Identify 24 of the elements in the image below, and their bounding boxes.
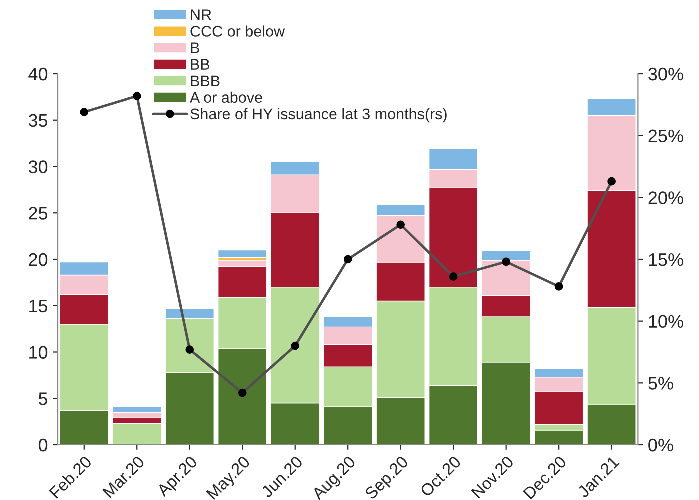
y2-tick-label: 20% <box>648 192 684 204</box>
y2-tick-label: 15% <box>649 254 684 266</box>
y-tick-label: 35 <box>28 114 48 128</box>
legend-label: CCC or below <box>190 26 286 37</box>
y-tick-label: 40 <box>28 68 48 81</box>
y-tick-label: 0 <box>38 438 48 452</box>
y2-tick-label: 30% <box>648 68 684 81</box>
y-tick-label: 15 <box>30 300 48 313</box>
legend-label: NR <box>191 10 212 20</box>
y2-tick-label: 5% <box>648 377 674 390</box>
y-tick-label: 30 <box>28 160 48 174</box>
legend-label: BB <box>191 59 210 70</box>
y2-tick-label: 10% <box>649 315 684 328</box>
y-tick-label: 5 <box>38 392 48 406</box>
legend-label: Share of HY issuance lat 3 months(rs) <box>190 108 447 123</box>
legend-label: B <box>191 42 200 54</box>
y-tick-label: 20 <box>29 253 48 266</box>
y-tick-label: 10 <box>30 346 48 359</box>
bar <box>218 250 268 258</box>
y-tick-label: 25 <box>29 207 48 220</box>
y2-tick-label: 25% <box>648 130 684 143</box>
legend-label: A or above <box>190 92 262 104</box>
y2-tick-label: 0% <box>648 438 674 452</box>
legend-label: BBB <box>191 76 220 86</box>
